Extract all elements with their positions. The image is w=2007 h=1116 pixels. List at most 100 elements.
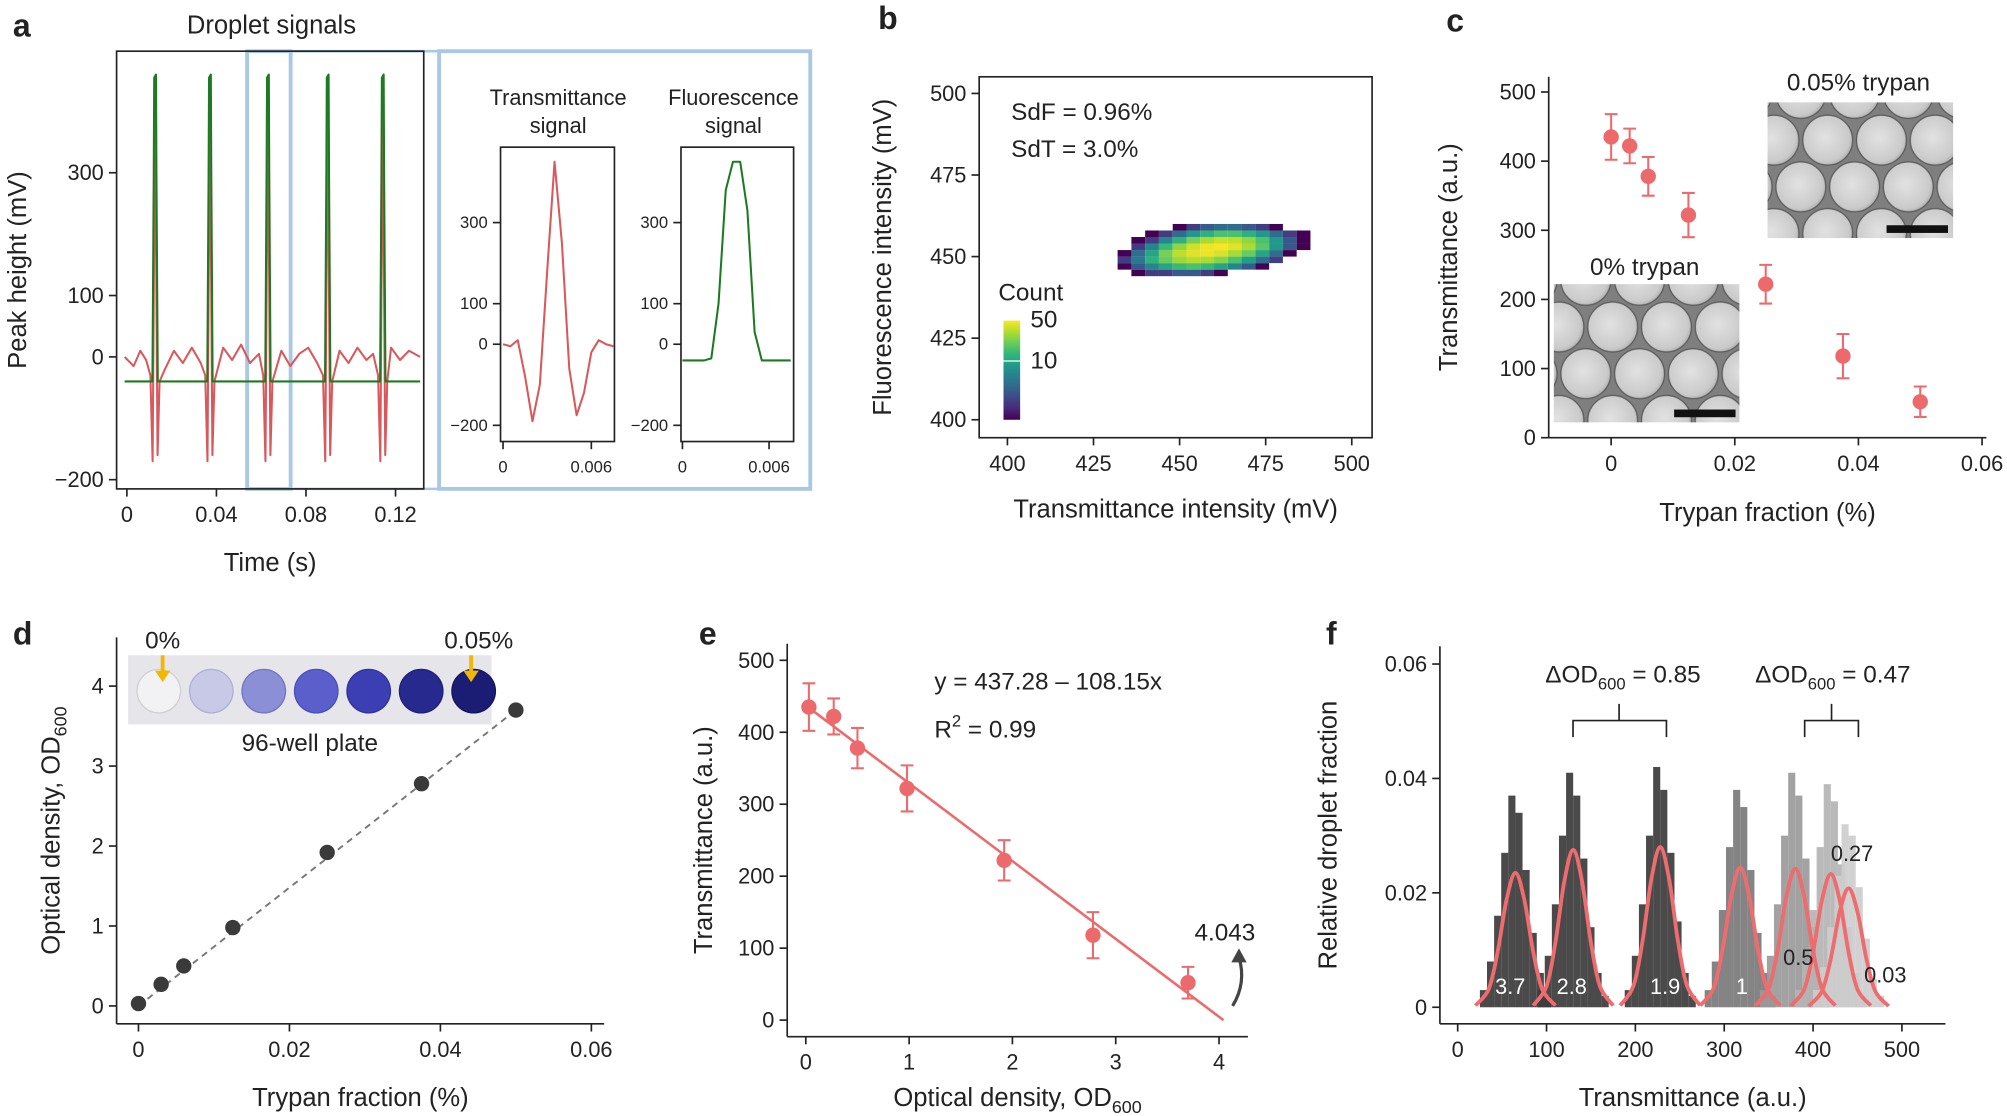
r-squared-part: R bbox=[934, 716, 952, 743]
heat-cell bbox=[1214, 250, 1228, 257]
point bbox=[801, 699, 817, 715]
x-tick-label: 100 bbox=[1528, 1037, 1564, 1062]
inset-image bbox=[1767, 102, 1954, 239]
x-tick-label: 0.12 bbox=[374, 502, 416, 527]
heat-cell bbox=[1131, 269, 1146, 277]
scale-bar bbox=[1886, 225, 1949, 233]
y-tick-label: 1 bbox=[92, 913, 104, 938]
y-tick-label: 300 bbox=[460, 213, 488, 232]
histogram-bar bbox=[1834, 875, 1842, 1008]
arrow-head bbox=[154, 670, 171, 683]
heat-cell bbox=[1172, 269, 1187, 277]
point bbox=[130, 995, 147, 1012]
arrow bbox=[1231, 956, 1244, 1007]
x-tick-label: 300 bbox=[1706, 1037, 1742, 1062]
histogram-bar bbox=[1869, 978, 1878, 1008]
heat-cell bbox=[1269, 230, 1283, 238]
point bbox=[1085, 927, 1101, 943]
point bbox=[996, 852, 1012, 869]
point bbox=[1835, 348, 1851, 364]
histogram-bar bbox=[1841, 824, 1849, 1008]
inset-title: Transmittance bbox=[490, 85, 627, 110]
annotation-part: = 0.85 bbox=[1626, 661, 1701, 688]
heat-cell bbox=[1158, 237, 1173, 244]
y-tick-label: 100 bbox=[460, 294, 488, 313]
annotation-part: 600 bbox=[1808, 674, 1836, 693]
histogram-bar bbox=[1733, 789, 1741, 1008]
fit-curve bbox=[1618, 845, 1702, 1007]
colorbar-title: Count bbox=[998, 280, 1063, 307]
heat-cell bbox=[1214, 263, 1228, 270]
y-tick-label: 475 bbox=[930, 163, 966, 188]
point bbox=[1180, 975, 1196, 991]
y-tick-label: 2 bbox=[92, 834, 104, 859]
y-tick-label: 300 bbox=[738, 792, 774, 817]
histogram-bar bbox=[1830, 801, 1838, 1008]
signal-line bbox=[502, 160, 614, 423]
heat-cell bbox=[1227, 250, 1242, 257]
x-tick-label: 2 bbox=[1006, 1050, 1018, 1075]
heat-cell bbox=[1296, 230, 1311, 238]
panel-label: a bbox=[13, 8, 31, 44]
heat-cell bbox=[1131, 250, 1146, 257]
heat-cell bbox=[1158, 243, 1173, 251]
histogram-bar bbox=[1674, 921, 1682, 1008]
point bbox=[1603, 129, 1619, 145]
heat-cell bbox=[1227, 223, 1242, 231]
heat-cell bbox=[1172, 237, 1187, 244]
x-tick-label: 0 bbox=[1452, 1037, 1464, 1062]
x-tick-label: 450 bbox=[1161, 451, 1197, 476]
x-tick-label: 0.04 bbox=[1837, 451, 1879, 476]
point bbox=[1622, 138, 1638, 154]
group-label: 0.27 bbox=[1831, 841, 1873, 866]
heat-cell bbox=[1186, 250, 1201, 257]
histogram-bar bbox=[1688, 995, 1696, 1008]
x-tick-label: 4 bbox=[1213, 1050, 1225, 1075]
y-tick-label: 425 bbox=[930, 326, 966, 351]
histogram-bar bbox=[1601, 995, 1609, 1008]
y-tick-label: 300 bbox=[1500, 218, 1536, 243]
y-axis-title: Fluorescence intensity (mV) bbox=[869, 99, 897, 416]
panel-label: d bbox=[13, 616, 33, 652]
point bbox=[176, 958, 192, 974]
x-tick-label: 200 bbox=[1617, 1037, 1653, 1062]
inset-image bbox=[1553, 284, 1740, 423]
histogram-bar bbox=[1823, 784, 1831, 1008]
heat-cell bbox=[1117, 263, 1132, 270]
point bbox=[1912, 394, 1928, 410]
histogram-bar bbox=[1501, 852, 1509, 1008]
signal-line bbox=[123, 98, 421, 463]
heat-cell bbox=[1172, 230, 1187, 238]
heat-cell bbox=[1241, 243, 1256, 251]
heat-cell bbox=[1214, 243, 1228, 251]
x-tick-label: 0.02 bbox=[1714, 451, 1756, 476]
heat-cell bbox=[1186, 237, 1201, 244]
heat-cell bbox=[1131, 263, 1146, 270]
heat-cell bbox=[1158, 230, 1173, 238]
x-tick-label: 0.02 bbox=[268, 1037, 310, 1062]
point bbox=[1680, 207, 1697, 223]
histogram-bar bbox=[1646, 835, 1654, 1008]
y-axis-title: Optical density, OD600 bbox=[37, 706, 70, 954]
heat-cell bbox=[1158, 269, 1173, 277]
heat-cell bbox=[1241, 263, 1256, 270]
y-tick-label: 100 bbox=[738, 936, 774, 961]
heat-cell bbox=[1117, 250, 1132, 257]
x-tick-label: 0 bbox=[121, 502, 133, 527]
x-tick-label: 0 bbox=[800, 1050, 812, 1075]
y-axis-title: Transmittance (a.u.) bbox=[1435, 143, 1463, 371]
y-tick-label: 0 bbox=[1415, 995, 1427, 1020]
heat-cell bbox=[1282, 230, 1297, 238]
heat-cell bbox=[1186, 256, 1201, 264]
heat-cell bbox=[1227, 237, 1242, 244]
heat-cell bbox=[1131, 237, 1146, 244]
inset-title: 0% trypan bbox=[1590, 254, 1699, 281]
annotation-part: ΔOD bbox=[1755, 661, 1808, 688]
heat-cell bbox=[1214, 230, 1228, 238]
heat-cell bbox=[1269, 223, 1283, 231]
heat-cell bbox=[1269, 243, 1283, 251]
histogram-bar bbox=[1573, 795, 1581, 1008]
zoom-frame bbox=[437, 49, 813, 491]
y-tick-label: −200 bbox=[450, 416, 487, 435]
group-label: 2.8 bbox=[1557, 974, 1587, 999]
